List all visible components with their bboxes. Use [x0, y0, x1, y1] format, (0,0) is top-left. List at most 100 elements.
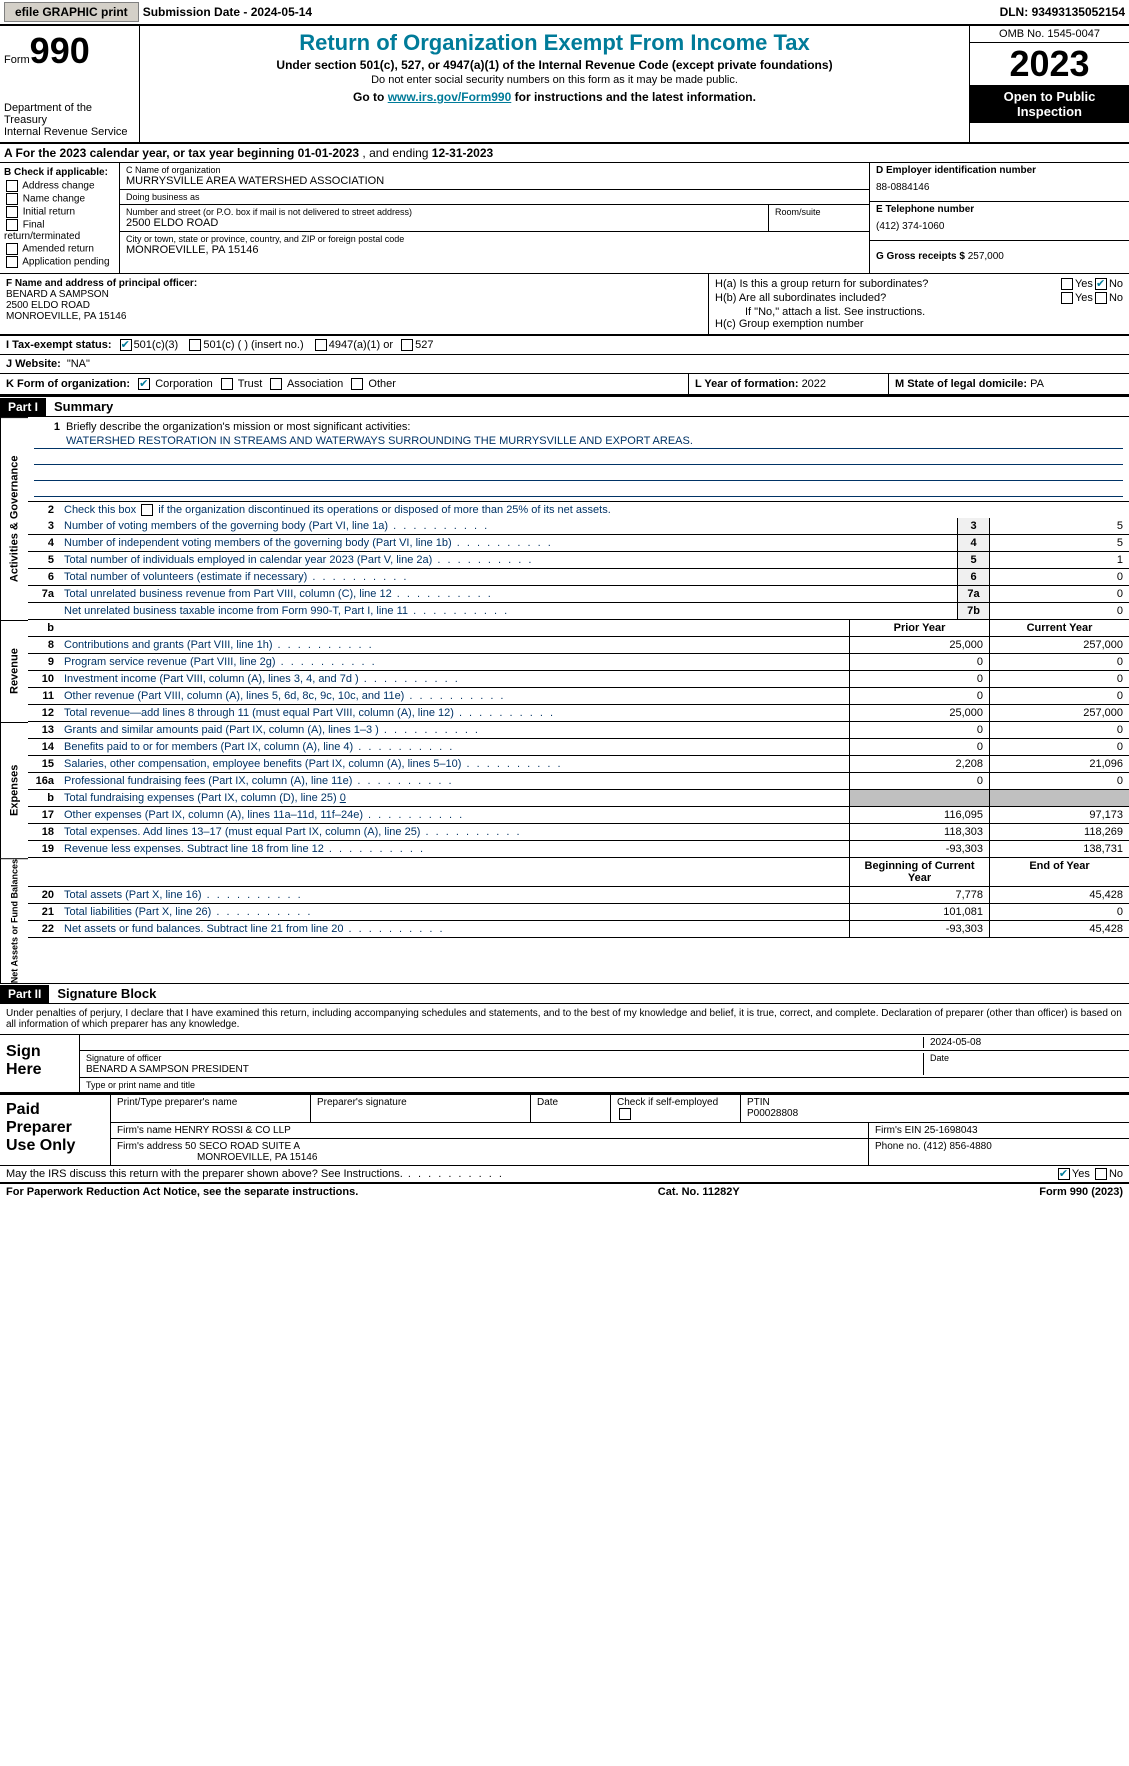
chk-assoc[interactable]: [270, 378, 282, 390]
hb-yes[interactable]: [1061, 292, 1073, 304]
part1-bar: Part I Summary: [0, 396, 1129, 417]
gov-row: 7aTotal unrelated business revenue from …: [28, 586, 1129, 603]
department: Department of the Treasury Internal Reve…: [4, 102, 135, 138]
sidebar-governance: Activities & Governance: [0, 417, 28, 620]
gov-row: 2Check this box if the organization disc…: [28, 502, 1129, 518]
hb-no[interactable]: [1095, 292, 1107, 304]
exp-row: 17Other expenses (Part IX, column (A), l…: [28, 807, 1129, 824]
gov-row: 5Total number of individuals employed in…: [28, 552, 1129, 569]
row-i-taxstatus: I Tax-exempt status: 501(c)(3) 501(c) ( …: [0, 335, 1129, 355]
discuss-yes[interactable]: [1058, 1168, 1070, 1180]
topbar: efile GRAPHIC print Submission Date - 20…: [0, 0, 1129, 26]
perjury-text: Under penalties of perjury, I declare th…: [0, 1004, 1129, 1035]
chk-app-pending[interactable]: Application pending: [4, 256, 115, 268]
form-subtitle: Under section 501(c), 527, or 4947(a)(1)…: [150, 58, 959, 72]
ha-no[interactable]: [1095, 278, 1107, 290]
chk-self-employed[interactable]: [619, 1108, 631, 1120]
open-inspection: Open to Public Inspection: [970, 85, 1129, 123]
sidebar-expenses: Expenses: [0, 722, 28, 858]
form-number: 990: [30, 30, 90, 71]
efile-button[interactable]: efile GRAPHIC print: [4, 2, 139, 22]
section-bcd: B Check if applicable: Address change Na…: [0, 163, 1129, 274]
row-j-website: J Website: "NA": [0, 355, 1129, 374]
na-row: 20Total assets (Part X, line 16)7,77845,…: [28, 887, 1129, 904]
header-right: OMB No. 1545-0047 2023 Open to Public In…: [969, 26, 1129, 142]
form-ssn-note: Do not enter social security numbers on …: [150, 74, 959, 86]
summary-gov: Activities & Governance 1Briefly describ…: [0, 417, 1129, 620]
omb-number: OMB No. 1545-0047: [970, 26, 1129, 43]
discuss-no[interactable]: [1095, 1168, 1107, 1180]
sig-officer-field: 2024-05-08: [80, 1035, 1129, 1051]
sidebar-netassets: Net Assets or Fund Balances: [0, 858, 28, 983]
chk-name-change[interactable]: Name change: [4, 193, 115, 205]
chk-4947[interactable]: [315, 339, 327, 351]
exp-row: bTotal fundraising expenses (Part IX, co…: [28, 790, 1129, 807]
chk-initial-return[interactable]: Initial return: [4, 206, 115, 218]
summary-rev: Revenue b Prior YearCurrent Year 8Contri…: [0, 620, 1129, 722]
row-a-taxyear: A For the 2023 calendar year, or tax yea…: [0, 144, 1129, 163]
phone-cell: E Telephone number (412) 374-1060: [870, 202, 1129, 241]
sign-here-block: Sign Here 2024-05-08 Signature of office…: [0, 1035, 1129, 1093]
irs-link[interactable]: www.irs.gov/Form990: [388, 90, 512, 104]
chk-other[interactable]: [351, 378, 363, 390]
form-title: Return of Organization Exempt From Incom…: [150, 30, 959, 56]
header-left: Form990 Department of the Treasury Inter…: [0, 26, 140, 142]
ein-cell: D Employer identification number 88-0884…: [870, 163, 1129, 202]
paid-addr-row: Firm's address 50 SECO ROAD SUITE AMONRO…: [111, 1139, 1129, 1165]
irs-discuss-row: May the IRS discuss this return with the…: [0, 1165, 1129, 1184]
chk-address-change[interactable]: Address change: [4, 180, 115, 192]
paperwork-notice: For Paperwork Reduction Act Notice, see …: [6, 1186, 358, 1198]
form-label: Form: [4, 54, 30, 66]
part1-hdr: Part I: [0, 398, 46, 416]
paid-preparer-block: Paid Preparer Use Only Print/Type prepar…: [0, 1093, 1129, 1165]
rev-header: b Prior YearCurrent Year: [28, 620, 1129, 637]
col-b-checkboxes: B Check if applicable: Address change Na…: [0, 163, 120, 273]
exp-row: 19Revenue less expenses. Subtract line 1…: [28, 841, 1129, 858]
tax-year: 2023: [970, 43, 1129, 85]
row-k-formorg: K Form of organization: Corporation Trus…: [0, 374, 689, 394]
na-row: 21Total liabilities (Part X, line 26)101…: [28, 904, 1129, 921]
paid-label: Paid Preparer Use Only: [0, 1095, 110, 1165]
part2-hdr: Part II: [0, 985, 49, 1003]
block-fh: F Name and address of principal officer:…: [0, 274, 1129, 335]
chk-corp[interactable]: [138, 378, 150, 390]
cat-no: Cat. No. 11282Y: [358, 1186, 1039, 1198]
page-footer: For Paperwork Reduction Act Notice, see …: [0, 1184, 1129, 1200]
gov-row: 4Number of independent voting members of…: [28, 535, 1129, 552]
exp-row: 13Grants and similar amounts paid (Part …: [28, 722, 1129, 739]
chk-501c3[interactable]: [120, 339, 132, 351]
row-klm: K Form of organization: Corporation Trus…: [0, 374, 1129, 396]
chk-501c[interactable]: [189, 339, 201, 351]
submission-date: Submission Date - 2024-05-14: [143, 5, 312, 19]
gov-row: 6Total number of volunteers (estimate if…: [28, 569, 1129, 586]
rev-row: 9Program service revenue (Part VIII, lin…: [28, 654, 1129, 671]
ha-yes[interactable]: [1061, 278, 1073, 290]
col-deg: D Employer identification number 88-0884…: [869, 163, 1129, 273]
rev-row: 8Contributions and grants (Part VIII, li…: [28, 637, 1129, 654]
sign-here-label: Sign Here: [0, 1035, 80, 1092]
chk-amended[interactable]: Amended return: [4, 243, 115, 255]
gross-cell: G Gross receipts $ 257,000: [870, 241, 1129, 264]
row-l-year: L Year of formation: 2022: [689, 374, 889, 394]
dln: DLN: 93493135052154: [1000, 5, 1125, 19]
na-row: 22Net assets or fund balances. Subtract …: [28, 921, 1129, 938]
form-ref: Form 990 (2023): [1039, 1186, 1123, 1198]
rev-row: 10Investment income (Part VIII, column (…: [28, 671, 1129, 688]
rev-row: 11Other revenue (Part VIII, column (A), …: [28, 688, 1129, 705]
exp-row: 18Total expenses. Add lines 13–17 (must …: [28, 824, 1129, 841]
sig-type-label: Type or print name and title: [80, 1078, 1129, 1092]
exp-row: 16aProfessional fundraising fees (Part I…: [28, 773, 1129, 790]
na-header: Beginning of Current YearEnd of Year: [28, 858, 1129, 887]
part2-bar: Part II Signature Block: [0, 983, 1129, 1004]
chk-final-return[interactable]: Final return/terminated: [4, 219, 115, 242]
paid-firm-row: Firm's name HENRY ROSSI & CO LLP Firm's …: [111, 1123, 1129, 1139]
form-link: Go to www.irs.gov/Form990 for instructio…: [150, 90, 959, 104]
gov-row: 3Number of voting members of the governi…: [28, 518, 1129, 535]
sidebar-revenue: Revenue: [0, 620, 28, 722]
paid-header-row: Print/Type preparer's name Preparer's si…: [111, 1095, 1129, 1123]
block-h: H(a) Is this a group return for subordin…: [709, 274, 1129, 334]
chk-trust[interactable]: [221, 378, 233, 390]
website-value: "NA": [67, 358, 90, 370]
chk-527[interactable]: [401, 339, 413, 351]
block-f: F Name and address of principal officer:…: [0, 274, 709, 334]
